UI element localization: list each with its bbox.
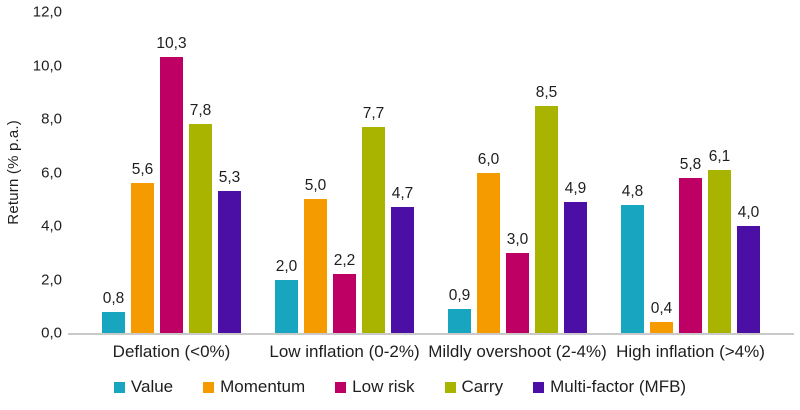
bar-value-label: 7,8 (189, 102, 212, 120)
bar-value-label: 5,0 (304, 177, 327, 195)
x-category-label-text: Low inflation (0-2%) (269, 342, 420, 361)
bar-value-label: 5,8 (679, 155, 702, 173)
bar-value-label: 4,9 (564, 179, 587, 197)
legend-label: Multi-factor (MFB) (550, 377, 687, 396)
bar-value: 0,9 (448, 287, 471, 333)
bar-value-label: 4,8 (621, 182, 644, 200)
x-category-label-text: Mildly overshoot (2-4%) (428, 342, 607, 361)
bar-multi-factor-mfb: 4,9 (564, 180, 587, 333)
x-category-label: High inflation (>4%) (616, 342, 765, 362)
bar-carry: 8,5 (535, 84, 558, 333)
bar-momentum: 6,0 (477, 151, 500, 333)
bar-value-label: 4,0 (737, 204, 760, 221)
y-axis-tick-label: 10,0 (32, 57, 62, 74)
plot-area: 0,8 5,6 10,3 7,8 5,3 2,0 5,0 2,2 7,7 4,7 0,9 6,0 3,0… (68, 12, 794, 335)
y-axis-tick-label: 6,0 (41, 164, 62, 181)
bar-value-label: 5,6 (131, 161, 154, 179)
y-axis-tick-labels: 12,0 10,0 8,0 6,0 4,0 2,0 0,0 (26, 4, 68, 342)
x-category-label-text: High inflation (>4%) (616, 342, 765, 361)
bar-value-label: 3,0 (506, 230, 529, 248)
y-axis-tick-label: 12,0 (32, 3, 62, 21)
bar-value: 0,8 (102, 290, 125, 333)
legend-label: Low risk (352, 377, 415, 396)
bar-value: 4,8 (621, 183, 644, 333)
legend-item: Low risk (335, 377, 415, 397)
bar-momentum: 5,0 (304, 177, 327, 333)
bar-group: 2,0 5,0 2,2 7,7 4,7 (275, 12, 414, 333)
bar-group: 0,8 5,6 10,3 7,8 5,3 (102, 12, 241, 333)
bar-value-label: 0,4 (650, 300, 673, 318)
x-axis-labels-row: Deflation (<0%) Low inflation (0-2%) Mildl… (0, 342, 800, 362)
plot-row: Return (% p.a.) 12,0 10,0 8,0 6,0 4,0 2,0 0,0 … (0, 4, 800, 342)
bar-low-risk: 5,8 (679, 156, 702, 333)
bar-value-label: 5,3 (218, 169, 241, 187)
bar-momentum: 5,6 (131, 161, 154, 333)
x-category-label-text: Deflation (<0%) (112, 342, 231, 361)
legend-swatch (533, 381, 545, 393)
x-category-label: Mildly overshoot (2-4%) (428, 342, 607, 362)
bar-momentum: 0,4 (650, 300, 673, 333)
bar-value-label: 6,0 (477, 150, 500, 168)
bar-value-label: 2,0 (275, 257, 298, 275)
bar-value-label: 10,3 (156, 35, 187, 53)
bar-value-label: 7,7 (362, 105, 385, 123)
bar-value-label: 0,8 (102, 289, 125, 307)
legend-item: Momentum (203, 377, 305, 397)
legend-swatch (113, 381, 125, 393)
bar-low-risk: 10,3 (156, 35, 187, 333)
bar-carry: 6,1 (708, 148, 731, 333)
bar-low-risk: 2,2 (333, 252, 356, 333)
bar-group: 0,9 6,0 3,0 8,5 4,9 (448, 12, 587, 333)
y-axis-title-column: Return (% p.a.) (0, 12, 26, 333)
bar-value-label: 8,5 (535, 83, 558, 101)
bar-carry: 7,7 (362, 105, 385, 333)
bar-value-label: 4,7 (391, 185, 414, 203)
y-axis-title: Return (% p.a.) (4, 120, 22, 225)
bar-group: 4,8 0,4 5,8 6,1 4,0 (621, 12, 760, 333)
legend-swatch (203, 381, 215, 393)
legend-swatch (444, 381, 456, 393)
y-axis-tick-label: 2,0 (41, 271, 62, 288)
x-axis-category-labels: Deflation (<0%) Low inflation (0-2%) Mildl… (68, 342, 794, 362)
bar-carry: 7,8 (189, 102, 212, 333)
legend-item: Value (113, 377, 174, 397)
y-axis-tick-label: 4,0 (41, 217, 62, 235)
x-category-label: Deflation (<0%) (102, 342, 241, 362)
chart-legend: Value Momentum Low risk Carry Multi-factor (… (0, 377, 800, 397)
y-axis-tick-label: 0,0 (41, 324, 62, 342)
bar-value-label: 6,1 (708, 147, 731, 165)
legend-item: Carry (444, 377, 504, 397)
y-axis-tick-label: 8,0 (41, 110, 62, 128)
bar-multi-factor-mfb: 5,3 (218, 169, 241, 333)
legend-label: Carry (461, 377, 504, 396)
bar-multi-factor-mfb: 4,0 (737, 204, 760, 333)
bar-multi-factor-mfb: 4,7 (391, 185, 414, 333)
bar-value: 2,0 (275, 258, 298, 333)
bar-low-risk: 3,0 (506, 231, 529, 333)
legend-label: Value (130, 377, 174, 396)
legend-swatch (335, 381, 347, 393)
bar-value-label: 0,9 (448, 286, 471, 304)
x-axis-spacer (0, 342, 68, 362)
bar-value-label: 2,2 (333, 252, 356, 270)
x-category-label: Low inflation (0-2%) (269, 342, 419, 362)
legend-item: Multi-factor (MFB) (533, 377, 686, 397)
legend-label: Momentum (220, 377, 306, 396)
